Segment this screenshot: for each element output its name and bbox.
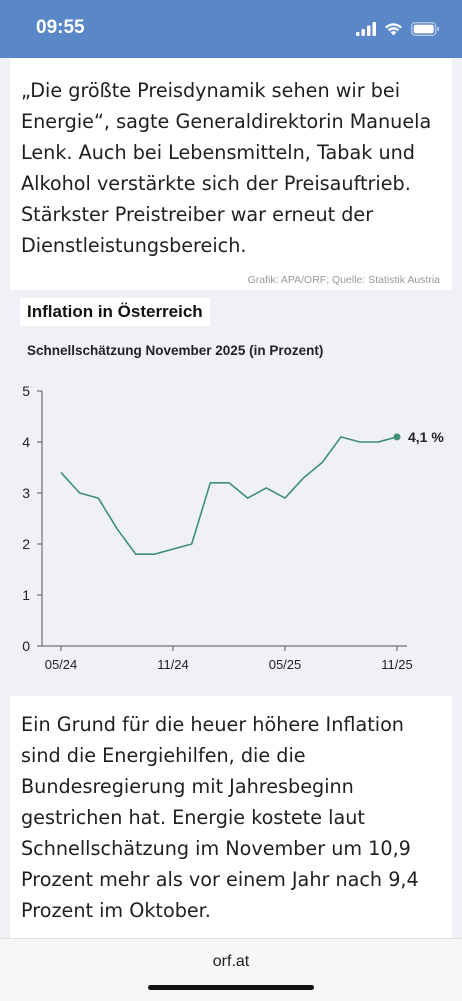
url-label[interactable]: orf.at	[212, 953, 250, 970]
x-tick-label: 11/25	[381, 657, 413, 672]
wifi-icon	[385, 23, 402, 36]
x-tick-label: 05/25	[269, 657, 302, 672]
y-tick-label: 4	[22, 434, 30, 450]
article-paragraph: „Die größte Preisdynamik sehen wir bei E…	[21, 79, 432, 257]
chart-title: Inflation in Österreich	[20, 298, 210, 326]
home-indicator[interactable]	[148, 985, 314, 990]
chart-subtitle: Schnellschätzung November 2025 (in Proze…	[27, 343, 324, 358]
article-paragraph: Ein Grund für die heuer höhere Inflation…	[21, 713, 419, 922]
y-tick-label: 2	[22, 536, 30, 552]
browser-address-bar[interactable]: orf.at	[0, 938, 462, 1001]
y-tick-label: 1	[22, 587, 30, 603]
status-time: 09:55	[36, 17, 85, 38]
inflation-line-chart: 0 1 2 3 4 5 05/24 11/24 05/25 11/25 4,1 %	[22, 383, 444, 672]
article-card-top: „Die größte Preisdynamik sehen wir bei E…	[10, 58, 452, 290]
battery-icon	[411, 22, 439, 36]
x-tick-label: 05/24	[45, 657, 78, 672]
x-tick-label: 11/24	[157, 657, 189, 672]
y-tick-label: 5	[22, 383, 30, 399]
status-bar: 09:55	[0, 0, 462, 58]
y-tick-label: 3	[22, 485, 30, 501]
chart-credit: Grafik: APA/ORF; Quelle: Statistik Austr…	[247, 274, 440, 286]
article-card-bottom: Ein Grund für die heuer höhere Inflation…	[10, 696, 452, 938]
y-tick-label: 0	[22, 638, 30, 654]
series-end-point	[393, 433, 401, 441]
cellular-signal-icon	[356, 22, 376, 36]
end-value-label: 4,1 %	[408, 429, 444, 445]
series-line-inflation	[60, 436, 398, 555]
